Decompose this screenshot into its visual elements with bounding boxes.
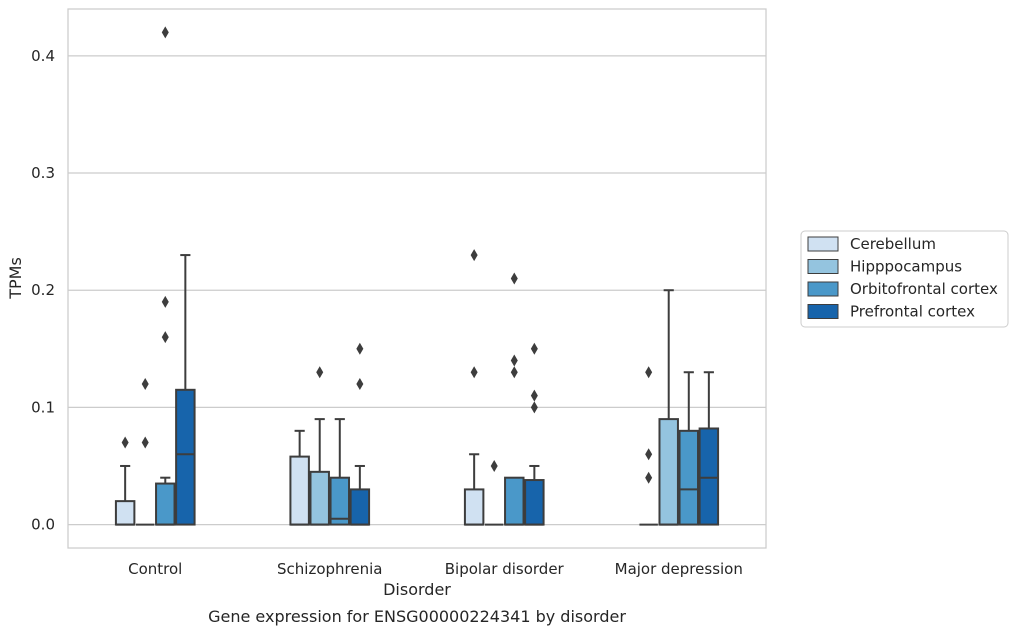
- legend-swatch: [807, 236, 839, 252]
- x-tick-label: Schizophrenia: [277, 560, 382, 578]
- box-2-1: [484, 459, 504, 526]
- y-tick-label: 0.4: [31, 47, 55, 65]
- outlier-point: [510, 366, 518, 379]
- outlier-point: [490, 459, 498, 472]
- legend: Cerebellum Hipppocampus Orbitofrontal cort…: [800, 230, 1009, 328]
- box-0-2: [155, 26, 176, 526]
- y-tick-label: 0.0: [31, 516, 55, 534]
- box-3-2: [678, 371, 700, 526]
- box-2-3: [524, 342, 545, 526]
- box-0-0: [114, 436, 136, 526]
- x-axis-label: Disorder: [383, 580, 451, 599]
- legend-frame: [800, 230, 1009, 328]
- outlier-point: [530, 401, 538, 414]
- x-axis-ticks: Control Schizophrenia Bipolar disorder Majo…: [128, 560, 743, 578]
- y-axis-ticks: 0.0 0.1 0.2 0.3 0.4: [31, 47, 55, 534]
- legend-label: Cerebellum: [850, 235, 936, 253]
- outlier-point: [316, 366, 324, 379]
- outlier-point: [121, 436, 129, 449]
- y-axis-label: TPMs: [6, 257, 25, 300]
- plot-area-frame: [67, 8, 767, 549]
- legend-swatch: [807, 259, 839, 274]
- legend-label: Orbitofrontal cortex: [850, 280, 998, 298]
- box-body: [698, 427, 720, 526]
- outlier-point: [356, 342, 364, 355]
- box-body: [463, 488, 485, 526]
- outlier-point: [470, 249, 478, 262]
- box-body: [524, 479, 545, 526]
- box-0-3: [175, 254, 196, 526]
- box-body: [175, 388, 196, 526]
- legend-label: Prefrontal cortex: [850, 303, 975, 321]
- box-1-2: [329, 418, 351, 526]
- y-tick-label: 0.2: [31, 281, 55, 299]
- x-tick-label: Control: [128, 560, 182, 578]
- box-3-0: [639, 366, 658, 526]
- outlier-point: [645, 366, 653, 379]
- box-body: [289, 455, 310, 526]
- chart-title: Gene expression for ENSG00000224341 by d…: [208, 607, 626, 626]
- x-tick-label: Bipolar disorder: [445, 560, 565, 578]
- outlier-point: [161, 331, 169, 344]
- box-3-3: [698, 371, 720, 526]
- box-2-2: [504, 272, 525, 526]
- box-1-0: [289, 429, 310, 526]
- outlier-point: [141, 436, 149, 449]
- outlier-point: [470, 366, 478, 379]
- box-1-1: [309, 366, 330, 526]
- legend-label: Hipppocampus: [850, 258, 962, 276]
- box-0-1: [135, 377, 155, 526]
- outlier-point: [510, 354, 518, 367]
- box-2-0: [463, 249, 485, 526]
- outlier-point: [510, 272, 518, 285]
- outlier-point: [161, 295, 169, 308]
- box-series: [114, 26, 720, 526]
- outlier-point: [645, 471, 653, 484]
- box-body: [658, 418, 679, 526]
- box-body: [349, 488, 371, 526]
- box-body: [329, 476, 351, 526]
- box-3-1: [658, 289, 679, 526]
- legend-swatch: [807, 304, 839, 319]
- outlier-point: [356, 377, 364, 390]
- box-body: [155, 482, 176, 526]
- outlier-point: [645, 448, 653, 461]
- box-1-3: [349, 342, 371, 526]
- y-tick-label: 0.3: [31, 164, 55, 182]
- y-tick-label: 0.1: [31, 398, 55, 416]
- legend-swatch: [807, 281, 839, 297]
- box-body: [504, 476, 525, 526]
- outlier-point: [141, 377, 149, 390]
- outlier-point: [161, 26, 169, 39]
- box-body: [678, 429, 700, 526]
- box-body: [309, 470, 330, 526]
- outlier-point: [530, 389, 538, 402]
- x-tick-label: Major depression: [615, 560, 743, 578]
- box-body: [114, 500, 136, 526]
- outlier-point: [530, 342, 538, 355]
